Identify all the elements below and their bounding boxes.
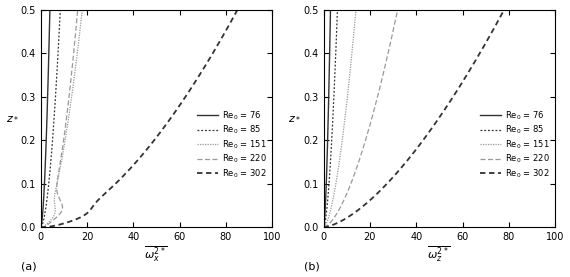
Re$_0$ = 85 [334, 8, 341, 11]
Re$_0$ = 302 [421, 137, 428, 141]
Re$_0$ = 151 [79, 8, 86, 11]
Y-axis label: $z_*$: $z_*$ [6, 113, 19, 123]
Re$_0$ = 85 [54, 56, 61, 59]
Re$_0$ = 85 [328, 137, 335, 141]
Re$_0$ = 220 [70, 52, 77, 55]
Re$_0$ = 151 [340, 130, 347, 133]
Re$_0$ = 151 [63, 130, 70, 133]
Re$_0$ = 85 [43, 203, 50, 207]
Re$_0$ = 302 [361, 203, 368, 207]
Re$_0$ = 220 [363, 137, 369, 141]
Re$_0$ = 302 [320, 225, 327, 229]
Re$_0$ = 151 [71, 76, 78, 79]
Re$_0$ = 302 [234, 8, 241, 11]
Re$_0$ = 220 [37, 225, 44, 229]
Re$_0$ = 85 [57, 8, 64, 11]
Re$_0$ = 220 [60, 137, 67, 141]
Re$_0$ = 85 [49, 137, 56, 141]
Re$_0$ = 76 [43, 137, 50, 141]
Line: Re$_0$ = 76: Re$_0$ = 76 [40, 9, 50, 227]
Re$_0$ = 220 [320, 225, 327, 229]
Re$_0$ = 85 [50, 130, 56, 133]
Line: Re$_0$ = 151: Re$_0$ = 151 [324, 9, 356, 227]
X-axis label: $\overline{\omega_x^{2*}}$: $\overline{\omega_x^{2*}}$ [144, 245, 169, 264]
Re$_0$ = 85 [53, 76, 60, 79]
Re$_0$ = 302 [209, 52, 216, 55]
Re$_0$ = 220 [384, 56, 390, 59]
Re$_0$ = 151 [62, 137, 69, 141]
Re$_0$ = 220 [70, 56, 76, 59]
Re$_0$ = 151 [328, 203, 335, 207]
Re$_0$ = 302 [501, 8, 508, 11]
Re$_0$ = 76 [322, 203, 329, 207]
Re$_0$ = 220 [62, 130, 68, 133]
Re$_0$ = 151 [74, 52, 80, 55]
Legend: Re$_0$ = 76, Re$_0$ = 85, Re$_0$ = 151, Re$_0$ = 220, Re$_0$ = 302: Re$_0$ = 76, Re$_0$ = 85, Re$_0$ = 151, … [478, 107, 551, 181]
Line: Re$_0$ = 302: Re$_0$ = 302 [324, 9, 504, 227]
Re$_0$ = 220 [365, 130, 372, 133]
Re$_0$ = 151 [346, 76, 353, 79]
Re$_0$ = 151 [348, 56, 355, 59]
Re$_0$ = 151 [353, 8, 360, 11]
Line: Re$_0$ = 220: Re$_0$ = 220 [324, 9, 398, 227]
Re$_0$ = 85 [324, 203, 331, 207]
Re$_0$ = 76 [46, 52, 52, 55]
Re$_0$ = 220 [379, 76, 386, 79]
Text: (a): (a) [21, 262, 37, 272]
Line: Re$_0$ = 85: Re$_0$ = 85 [324, 9, 337, 227]
Re$_0$ = 85 [332, 56, 339, 59]
Line: Re$_0$ = 151: Re$_0$ = 151 [40, 9, 82, 227]
Line: Re$_0$ = 220: Re$_0$ = 220 [40, 9, 78, 227]
Re$_0$ = 151 [51, 203, 58, 207]
Re$_0$ = 151 [37, 225, 44, 229]
Re$_0$ = 302 [91, 203, 97, 207]
Line: Re$_0$ = 302: Re$_0$ = 302 [40, 9, 238, 227]
Re$_0$ = 76 [45, 76, 52, 79]
Re$_0$ = 220 [74, 8, 81, 11]
Re$_0$ = 220 [338, 203, 345, 207]
Re$_0$ = 85 [329, 130, 336, 133]
Re$_0$ = 76 [320, 225, 327, 229]
Re$_0$ = 85 [55, 52, 62, 55]
Line: Re$_0$ = 85: Re$_0$ = 85 [40, 9, 60, 227]
Re$_0$ = 76 [43, 130, 50, 133]
Re$_0$ = 85 [320, 225, 327, 229]
Re$_0$ = 76 [327, 8, 334, 11]
Re$_0$ = 76 [324, 137, 331, 141]
Legend: Re$_0$ = 76, Re$_0$ = 85, Re$_0$ = 151, Re$_0$ = 220, Re$_0$ = 302: Re$_0$ = 76, Re$_0$ = 85, Re$_0$ = 151, … [195, 107, 268, 181]
Re$_0$ = 151 [339, 137, 346, 141]
Re$_0$ = 76 [37, 225, 44, 229]
Re$_0$ = 302 [462, 76, 469, 79]
Re$_0$ = 76 [40, 203, 47, 207]
Re$_0$ = 302 [426, 130, 433, 133]
X-axis label: $\overline{\omega_z^{2*}}$: $\overline{\omega_z^{2*}}$ [428, 245, 451, 264]
Re$_0$ = 220 [394, 8, 401, 11]
Re$_0$ = 220 [385, 52, 392, 55]
Re$_0$ = 76 [47, 8, 54, 11]
Re$_0$ = 302 [207, 56, 214, 59]
Re$_0$ = 151 [74, 56, 80, 59]
Re$_0$ = 220 [59, 203, 66, 207]
Re$_0$ = 302 [474, 56, 481, 59]
Re$_0$ = 220 [68, 76, 75, 79]
Re$_0$ = 85 [331, 76, 338, 79]
Re$_0$ = 85 [37, 225, 44, 229]
Text: (b): (b) [304, 262, 320, 272]
Re$_0$ = 85 [332, 52, 339, 55]
Re$_0$ = 302 [37, 225, 44, 229]
Re$_0$ = 76 [325, 76, 332, 79]
Re$_0$ = 151 [348, 52, 355, 55]
Re$_0$ = 76 [326, 56, 333, 59]
Re$_0$ = 76 [45, 56, 52, 59]
Y-axis label: $z_*$: $z_*$ [288, 113, 302, 123]
Re$_0$ = 76 [326, 52, 333, 55]
Re$_0$ = 302 [152, 137, 158, 141]
Re$_0$ = 302 [158, 130, 165, 133]
Re$_0$ = 302 [476, 52, 483, 55]
Line: Re$_0$ = 76: Re$_0$ = 76 [324, 9, 331, 227]
Re$_0$ = 302 [194, 76, 201, 79]
Re$_0$ = 76 [324, 130, 331, 133]
Re$_0$ = 151 [320, 225, 327, 229]
